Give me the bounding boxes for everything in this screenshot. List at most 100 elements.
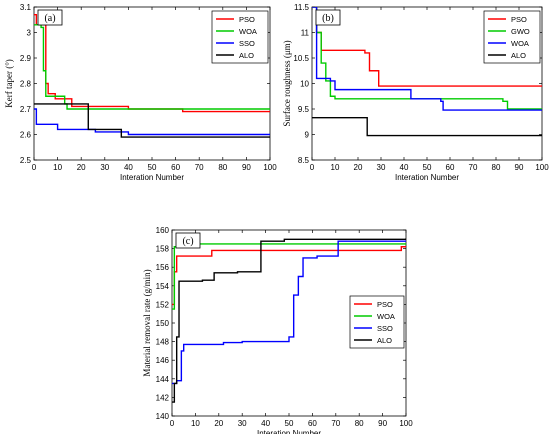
panel-label: (b) xyxy=(315,9,341,26)
x-tick-label: 80 xyxy=(492,163,501,172)
x-tick-label: 30 xyxy=(377,163,386,172)
y-tick-label: 2.6 xyxy=(20,131,32,140)
y-tick-label: 154 xyxy=(156,282,170,291)
y-tick-label: 160 xyxy=(156,226,170,235)
y-tick-label: 148 xyxy=(156,338,170,347)
y-tick-label: 2.9 xyxy=(20,54,32,63)
y-tick-label: 9.5 xyxy=(298,105,310,114)
y-tick-label: 2.7 xyxy=(20,105,32,114)
legend-label: PSO xyxy=(511,15,527,24)
y-tick-label: 150 xyxy=(156,319,170,328)
panel-label-box xyxy=(175,232,201,249)
series-line-alo xyxy=(34,103,270,138)
x-tick-label: 40 xyxy=(124,163,133,172)
x-tick-label: 0 xyxy=(32,163,37,172)
series-lines xyxy=(172,238,406,403)
y-axis-label: Surface roughness (μm) xyxy=(282,40,292,126)
x-tick-label: 30 xyxy=(100,163,109,172)
x-tick-label: 100 xyxy=(263,163,277,172)
series-line-woa xyxy=(312,7,542,111)
chart-panel-2: 0 10 20 30 40 50 60 70 80 90 100 140 142 144 146 148 150… xyxy=(142,226,413,434)
y-axis-label: Material removal rate (g/min) xyxy=(142,269,152,376)
x-tick-label: 0 xyxy=(170,419,175,428)
series-line-sso xyxy=(34,108,270,136)
series-lines xyxy=(312,7,542,137)
series-line-gwo xyxy=(312,7,542,110)
x-tick-label: 40 xyxy=(261,419,270,428)
legend-label: PSO xyxy=(377,300,393,309)
y-tick-label: 11 xyxy=(301,29,310,38)
x-tick-label: 20 xyxy=(354,163,363,172)
x-tick-label: 100 xyxy=(535,163,549,172)
x-axis-label: Interation Number xyxy=(257,429,321,434)
x-tick-label: 10 xyxy=(191,419,200,428)
legend-label: WOA xyxy=(239,27,257,36)
x-axis-label: Interation Number xyxy=(395,173,459,182)
x-tick-label: 60 xyxy=(171,163,180,172)
y-tick-label: 2.8 xyxy=(20,80,32,89)
series-line-woa xyxy=(34,24,270,110)
legend-label: ALO xyxy=(511,51,526,60)
series-line-sso xyxy=(172,240,406,385)
x-tick-label: 90 xyxy=(378,419,387,428)
y-tick-label: 3 xyxy=(27,29,32,38)
y-tick-label: 11.5 xyxy=(294,3,310,12)
y-tick-label: 9 xyxy=(305,131,310,140)
x-tick-label: 90 xyxy=(242,163,251,172)
y-tick-label: 152 xyxy=(156,300,170,309)
y-tick-label: 156 xyxy=(156,263,170,272)
y-tick-label: 10.5 xyxy=(293,54,309,63)
legend-label: SSO xyxy=(377,324,393,333)
panel-label: (a) xyxy=(37,9,63,26)
y-tick-label: 146 xyxy=(156,356,170,365)
panel-label-text: (a) xyxy=(44,13,55,24)
y-tick-label: 3.1 xyxy=(20,3,32,12)
legend-label: GWO xyxy=(511,27,530,36)
y-tick-label: 144 xyxy=(156,375,170,384)
x-tick-label: 50 xyxy=(285,419,294,428)
x-tick-label: 70 xyxy=(331,419,340,428)
legend-label: SSO xyxy=(239,39,255,48)
y-axis-label: Kerf taper (°) xyxy=(4,59,14,108)
legend: PSO GWO WOA ALO xyxy=(483,10,541,64)
legend-label: ALO xyxy=(239,51,254,60)
y-tick-label: 142 xyxy=(156,393,170,402)
x-tick-label: 60 xyxy=(308,419,317,428)
y-tick-label: 2.5 xyxy=(20,156,32,165)
x-axis-label: Interation Number xyxy=(120,173,184,182)
y-tick-label: 10 xyxy=(300,80,309,89)
x-tick-label: 60 xyxy=(446,163,455,172)
y-tick-label: 8.5 xyxy=(298,156,310,165)
chart-panel-1: 0 10 20 30 40 50 60 70 80 90 100 8.5 9 9.5 10 10.5 11 11.… xyxy=(282,3,549,182)
x-tick-label: 80 xyxy=(218,163,227,172)
x-tick-label: 50 xyxy=(148,163,157,172)
legend-label: ALO xyxy=(377,336,392,345)
series-line-alo xyxy=(312,116,542,137)
y-tick-label: 140 xyxy=(156,412,170,421)
x-tick-label: 100 xyxy=(399,419,413,428)
legend: PSO WOA SSO ALO xyxy=(211,10,269,64)
x-tick-label: 70 xyxy=(195,163,204,172)
series-line-alo xyxy=(172,238,406,403)
x-tick-label: 10 xyxy=(53,163,62,172)
x-tick-label: 20 xyxy=(77,163,86,172)
legend-label: PSO xyxy=(239,15,255,24)
chart-panel-0: 0 10 20 30 40 50 60 70 80 90 100 2.5 2.6 2.7 2.8 2.9 3 3.… xyxy=(4,3,277,182)
x-tick-label: 70 xyxy=(469,163,478,172)
panel-label-box xyxy=(37,9,63,26)
x-tick-label: 40 xyxy=(400,163,409,172)
x-tick-label: 10 xyxy=(331,163,340,172)
legend-label: WOA xyxy=(377,312,395,321)
y-tick-label: 158 xyxy=(156,245,170,254)
x-tick-label: 20 xyxy=(214,419,223,428)
panel-label-box xyxy=(315,9,341,26)
x-tick-label: 0 xyxy=(310,163,315,172)
x-tick-label: 30 xyxy=(238,419,247,428)
legend-label: WOA xyxy=(511,39,529,48)
x-tick-label: 50 xyxy=(423,163,432,172)
panel-label-text: (c) xyxy=(182,236,193,247)
x-tick-label: 90 xyxy=(515,163,524,172)
legend: PSO WOA SSO ALO xyxy=(349,295,405,349)
x-tick-label: 80 xyxy=(355,419,364,428)
